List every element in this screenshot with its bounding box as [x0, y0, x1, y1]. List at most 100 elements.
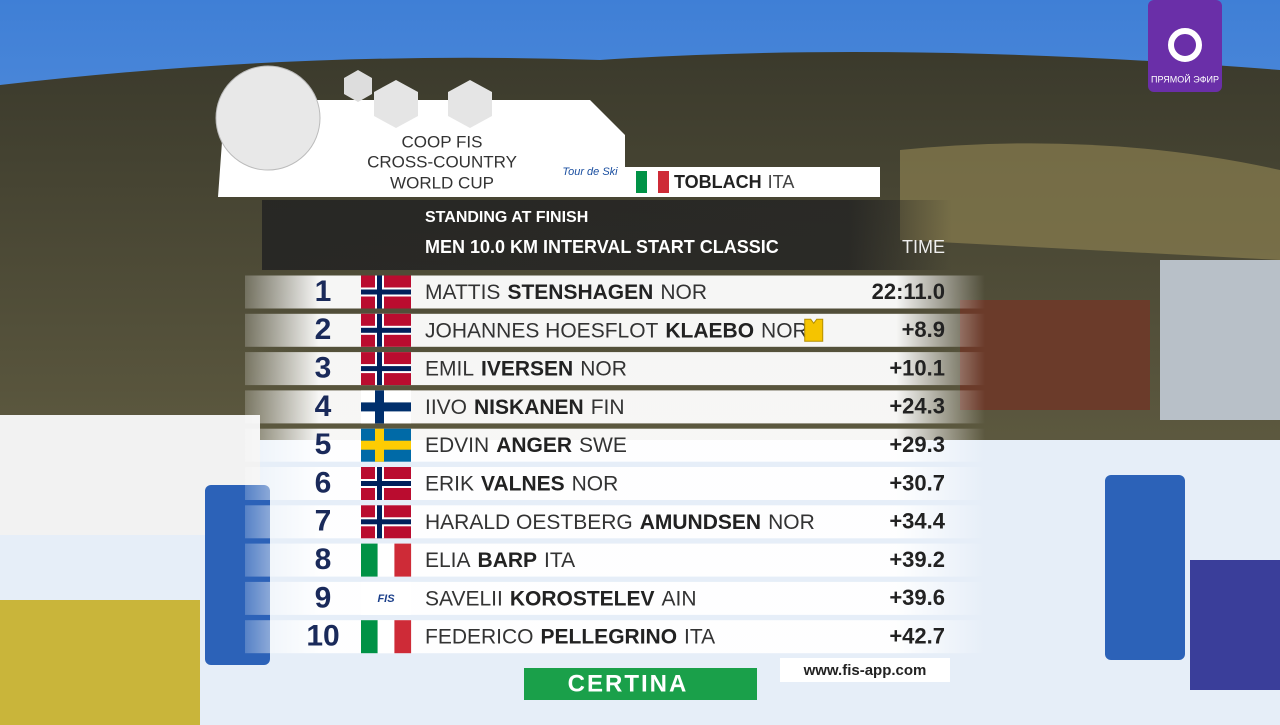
row-band: [245, 543, 985, 577]
last-name: AMUNDSEN: [640, 510, 761, 533]
flag: [361, 620, 378, 654]
rank: 9: [315, 581, 332, 614]
athlete: FEDERICO PELLEGRINO ITA: [425, 625, 715, 648]
athlete: ERIK VALNES NOR: [425, 472, 618, 495]
last-name: NISKANEN: [474, 395, 584, 418]
sponsor-box: [524, 668, 757, 700]
time: +24.3: [889, 394, 945, 419]
flag: [394, 620, 412, 654]
last-name: VALNES: [481, 472, 565, 495]
rank: 8: [315, 543, 332, 576]
rank: 10: [306, 620, 339, 653]
rank: 3: [315, 352, 332, 385]
flag-cross: [361, 289, 411, 295]
flag: [394, 543, 412, 577]
nation: NOR: [660, 281, 707, 304]
flag: [377, 620, 395, 654]
last-name: BARP: [478, 549, 538, 572]
time: +30.7: [889, 470, 945, 495]
time: +39.6: [889, 585, 945, 610]
flag-cross: [361, 327, 411, 333]
flag-cross: [375, 428, 384, 462]
athlete: SAVELII KOROSTELEV AIN: [425, 587, 697, 610]
time: +8.9: [902, 317, 945, 342]
header-panel: [218, 100, 880, 197]
venue-name: TOBLACH: [674, 172, 762, 192]
nation: ITA: [544, 549, 575, 572]
flag-cross: [361, 519, 411, 525]
flag-cross: [377, 313, 382, 347]
athlete: IIVO NISKANEN FIN: [425, 395, 625, 418]
title-line: WORLD CUP: [390, 173, 494, 192]
rank: 1: [315, 275, 332, 308]
last-name: STENSHAGEN: [507, 281, 653, 304]
rank: 6: [315, 466, 332, 499]
leader-bib: [804, 318, 824, 342]
sponsor: CERTINA: [568, 670, 689, 697]
hexagon: [448, 80, 492, 128]
last-name: PELLEGRINO: [541, 625, 678, 648]
meadow: [900, 143, 1280, 260]
first-name: IIVO: [425, 395, 467, 418]
first-name: EMIL: [425, 357, 474, 380]
last-name: KOROSTELEV: [510, 587, 655, 610]
channel-logo: [1168, 28, 1202, 62]
fence: [0, 600, 200, 725]
time: +10.1: [889, 355, 945, 380]
sign-board: [1105, 475, 1185, 660]
flag-cross: [361, 481, 411, 486]
last-name: ANGER: [496, 434, 572, 457]
nation: AIN: [662, 587, 697, 610]
channel-badge: [1148, 0, 1222, 92]
last-name: KLAEBO: [665, 319, 754, 342]
results-rows: 1 MATTIS STENSHAGEN NOR 22:11.0 2 JOHANNES HOE…: [245, 275, 985, 654]
first-name: JOHANNES HOESFLOT: [425, 319, 659, 342]
flag-cross: [361, 440, 411, 450]
flag: [636, 171, 647, 193]
nation: FIN: [591, 395, 625, 418]
athlete: HARALD OESTBERG AMUNDSEN NOR: [425, 510, 815, 533]
hexagon: [344, 70, 372, 102]
chalet: [960, 300, 1150, 410]
first-name: SAVELII: [425, 587, 503, 610]
venue: TOBLACH ITA: [674, 172, 794, 192]
title-line: COOP FIS: [402, 132, 483, 151]
athlete: JOHANNES HOESFLOT KLAEBO NOR: [425, 319, 808, 342]
hexagon: [374, 80, 418, 128]
rank: 4: [315, 390, 332, 423]
first-name: ERIK: [425, 472, 474, 495]
flag: [658, 171, 669, 193]
athlete: ELIA BARP ITA: [425, 549, 575, 572]
flag-cross: [361, 402, 411, 412]
results-header: [262, 200, 952, 270]
flag: [377, 543, 395, 577]
nation: ITA: [684, 625, 715, 648]
first-name: HARALD OESTBERG: [425, 510, 633, 533]
race-name: MEN 10.0 KM INTERVAL START CLASSIC: [425, 237, 779, 257]
nation: NOR: [761, 319, 808, 342]
nation: NOR: [580, 357, 627, 380]
athlete: EDVIN ANGER SWE: [425, 434, 627, 457]
url-box: [780, 658, 950, 682]
time: +34.4: [889, 509, 945, 534]
url: www.fis-app.com: [803, 662, 927, 679]
first-name: FEDERICO: [425, 625, 534, 648]
first-name: EDVIN: [425, 434, 489, 457]
banner: [1190, 560, 1280, 690]
flag: [361, 543, 378, 577]
flag-cross: [377, 505, 382, 539]
flag-cross: [375, 390, 384, 424]
flag: [361, 581, 411, 615]
flag-cross: [377, 467, 382, 500]
last-name: IVERSEN: [481, 357, 573, 380]
building: [1160, 260, 1280, 420]
venue-nation: ITA: [768, 172, 795, 192]
time: +29.3: [889, 432, 945, 457]
rank: 5: [315, 428, 332, 461]
time-header: TIME: [902, 237, 945, 257]
subtitle: STANDING AT FINISH: [425, 209, 588, 226]
flag-cross: [377, 352, 382, 386]
athlete: MATTIS STENSHAGEN NOR: [425, 281, 707, 304]
flag-cross: [377, 275, 382, 309]
